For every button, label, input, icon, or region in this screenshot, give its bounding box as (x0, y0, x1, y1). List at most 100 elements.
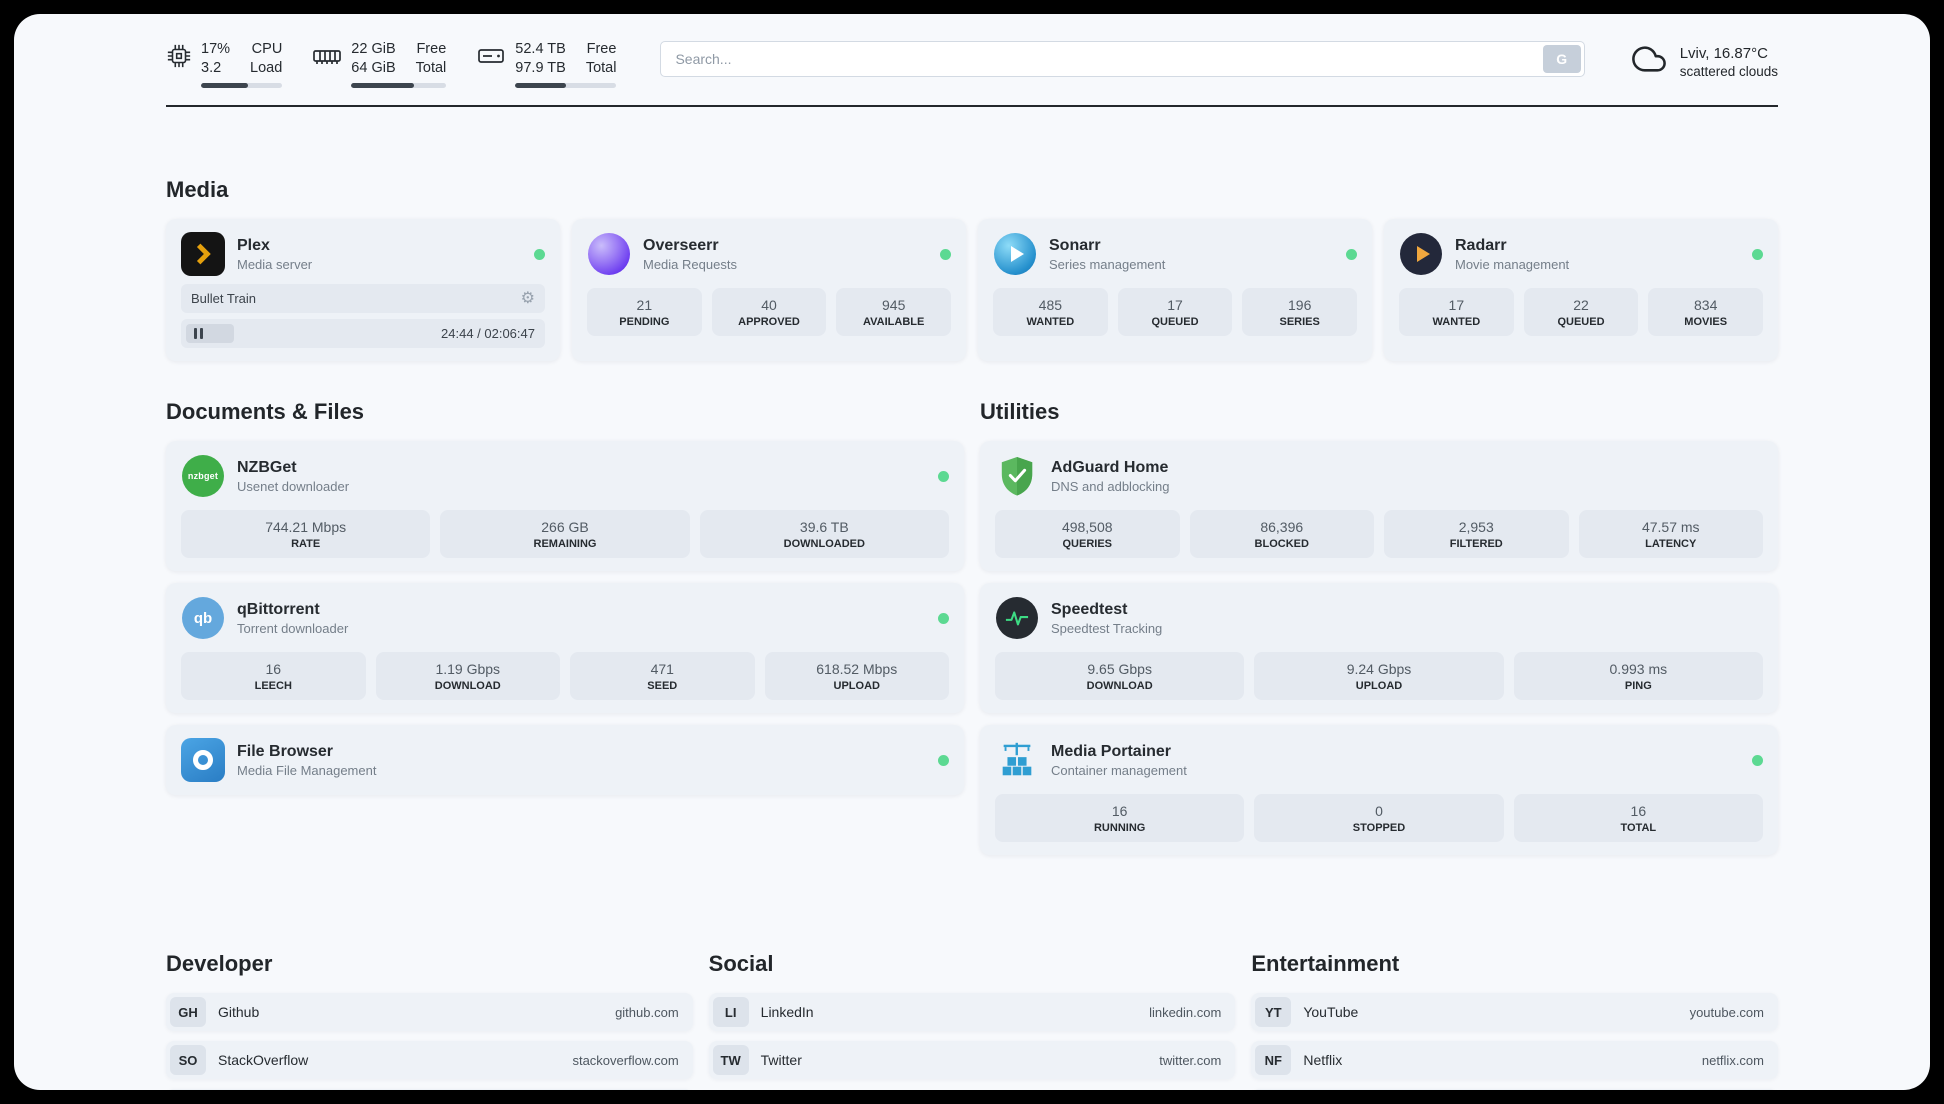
app-subtitle: Media server (237, 256, 313, 272)
app-name: File Browser (237, 742, 334, 760)
stat-box: 22 QUEUED (1523, 288, 1639, 337)
app-name: NZBGet (237, 458, 297, 476)
stat-box: 744.21 Mbps RATE (181, 510, 431, 559)
stat-box: 834 MOVIES (1648, 288, 1764, 337)
bookmark-abbr: YT (1255, 997, 1292, 1028)
hard-drive-icon (476, 43, 506, 88)
overseerr-icon (588, 233, 630, 276)
disk-total-value: 97.9 TB (515, 60, 566, 77)
cpu-load-label: Load (250, 60, 283, 77)
stat-box: 86,396 BLOCKED (1189, 510, 1374, 559)
search-engine-button[interactable]: G (1542, 45, 1581, 73)
bookmark-name: Twitter (760, 1052, 802, 1069)
stat-box: 196 SERIES (1242, 288, 1358, 337)
qbittorrent-card[interactable]: qb qBittorrent Torrent downloader 16 LEEC… (166, 583, 964, 714)
media-section: Media Plex Media server Bullet Train ⚙ (166, 177, 1778, 362)
radarr-card[interactable]: Radarr Movie management 17 WANTED 22 QUEUE… (1384, 219, 1778, 362)
plex-card[interactable]: Plex Media server Bullet Train ⚙ 24:44 /… (166, 219, 560, 362)
bookmark-github[interactable]: GH Github github.com (166, 993, 693, 1032)
entertainment-section-title: Entertainment (1251, 951, 1400, 977)
portainer-card[interactable]: Media Portainer Container management 16 R… (980, 725, 1778, 856)
bookmark-linkedin[interactable]: LI LinkedIn linkedin.com (708, 993, 1236, 1032)
app-subtitle: Torrent downloader (237, 620, 349, 636)
search-input[interactable] (660, 41, 1585, 77)
adguard-card[interactable]: AdGuard Home DNS and adblocking 498,508 Q… (980, 441, 1778, 572)
disk-progress-bar (515, 83, 617, 89)
nzbget-icon: nzbget (182, 455, 224, 498)
cpu-icon (166, 43, 192, 88)
stat-box: 266 GB REMAINING (440, 510, 690, 559)
bookmark-abbr: NF (1255, 1045, 1292, 1076)
player-progress-row: 24:44 / 02:06:47 (181, 319, 545, 349)
status-online-dot (938, 612, 949, 624)
app-name: Media Portainer (1051, 742, 1172, 760)
filebrowser-card[interactable]: File Browser Media File Management (166, 725, 964, 796)
playback-time: 24:44 / 02:06:47 (441, 326, 535, 342)
status-online-dot (1752, 754, 1763, 766)
stat-box: 0.993 ms PING (1513, 652, 1763, 701)
ram-total-label: Total (415, 60, 447, 77)
status-online-dot (1346, 248, 1357, 260)
speedtest-icon (996, 597, 1038, 640)
utilities-section-title: Utilities (980, 399, 1060, 425)
plex-icon (181, 232, 225, 277)
social-column: Social LI LinkedIn linkedin.com TW Twitt… (708, 951, 1236, 1080)
cloud-icon (1629, 42, 1669, 81)
sonarr-card[interactable]: Sonarr Series management 485 WANTED 17 QUE… (978, 219, 1372, 362)
ram-widget: 22 GiB Free 64 GiB Total (312, 40, 447, 89)
stat-box: 40 APPROVED (711, 288, 827, 337)
bookmark-abbr: TW (712, 1045, 749, 1076)
adguard-shield-icon (995, 454, 1039, 498)
app-name: Sonarr (1049, 236, 1101, 254)
gear-icon[interactable]: ⚙ (520, 289, 535, 307)
bookmark-twitter[interactable]: TW Twitter twitter.com (708, 1041, 1236, 1080)
app-name: Plex (237, 236, 270, 254)
app-name: Overseerr (643, 236, 719, 254)
stat-box: 0 STOPPED (1254, 794, 1504, 843)
ram-icon (312, 43, 342, 88)
bookmark-netflix[interactable]: NF Netflix netflix.com (1251, 1041, 1778, 1080)
middle-section: Documents & Files nzbget NZBGet Usenet d… (166, 399, 1778, 856)
stat-box: 39.6 TB DOWNLOADED (699, 510, 949, 559)
bookmark-name: LinkedIn (760, 1004, 814, 1021)
disk-free-value: 52.4 TB (515, 41, 566, 57)
bookmark-name: StackOverflow (218, 1052, 309, 1069)
app-name: Radarr (1455, 236, 1507, 254)
social-section-title: Social (708, 951, 774, 977)
cpu-usage-value: 17% (201, 41, 231, 57)
stat-box: 16 LEECH (181, 652, 366, 701)
top-bar: 17% CPU 3.2 Load 22 GiB Free 64 Gi (166, 40, 1778, 89)
speedtest-card[interactable]: Speedtest Speedtest Tracking 9.65 Gbps DO… (980, 583, 1778, 714)
stat-box: 21 PENDING (587, 288, 702, 337)
stat-box: 618.52 Mbps UPLOAD (764, 652, 949, 701)
app-subtitle: Movie management (1455, 256, 1570, 272)
bookmark-reddit[interactable]: RE Reddit reddit.com (1251, 1089, 1778, 1090)
bookmarks-section: Developer GH Github github.com SO StackO… (166, 951, 1778, 1090)
bookmark-name: Github (218, 1004, 260, 1021)
stat-box: 2,953 FILTERED (1384, 510, 1569, 559)
stat-box: 1.19 Gbps DOWNLOAD (375, 652, 560, 701)
header-divider (166, 105, 1778, 108)
app-name: Speedtest (1051, 600, 1128, 618)
ram-total-value: 64 GiB (351, 60, 396, 77)
search-box: G (660, 41, 1585, 77)
weather-location-temp: Lviv, 16.87°C (1679, 44, 1768, 62)
weather-widget[interactable]: Lviv, 16.87°C scattered clouds (1629, 42, 1778, 81)
bookmark-dev[interactable]: DT DEV dev.to (166, 1089, 693, 1090)
documents-section-title: Documents & Files (166, 399, 365, 425)
app-name: qBittorrent (237, 600, 320, 618)
disk-total-label: Total (585, 60, 617, 77)
ram-progress-bar (351, 83, 447, 89)
filebrowser-icon (181, 738, 225, 783)
bookmark-stackoverflow[interactable]: SO StackOverflow stackoverflow.com (166, 1041, 693, 1080)
nzbget-card[interactable]: nzbget NZBGet Usenet downloader 744.21 M… (166, 441, 964, 572)
stat-box: 16 TOTAL (1513, 794, 1763, 843)
bookmark-abbr: SO (170, 1045, 206, 1076)
stat-box: 945 AVAILABLE (836, 288, 952, 337)
bookmark-youtube[interactable]: YT YouTube youtube.com (1251, 993, 1778, 1032)
status-online-dot (534, 248, 545, 260)
overseerr-card[interactable]: Overseerr Media Requests 21 PENDING 40 APP… (572, 219, 966, 362)
pause-button[interactable] (186, 324, 234, 344)
app-subtitle: Usenet downloader (237, 478, 350, 494)
